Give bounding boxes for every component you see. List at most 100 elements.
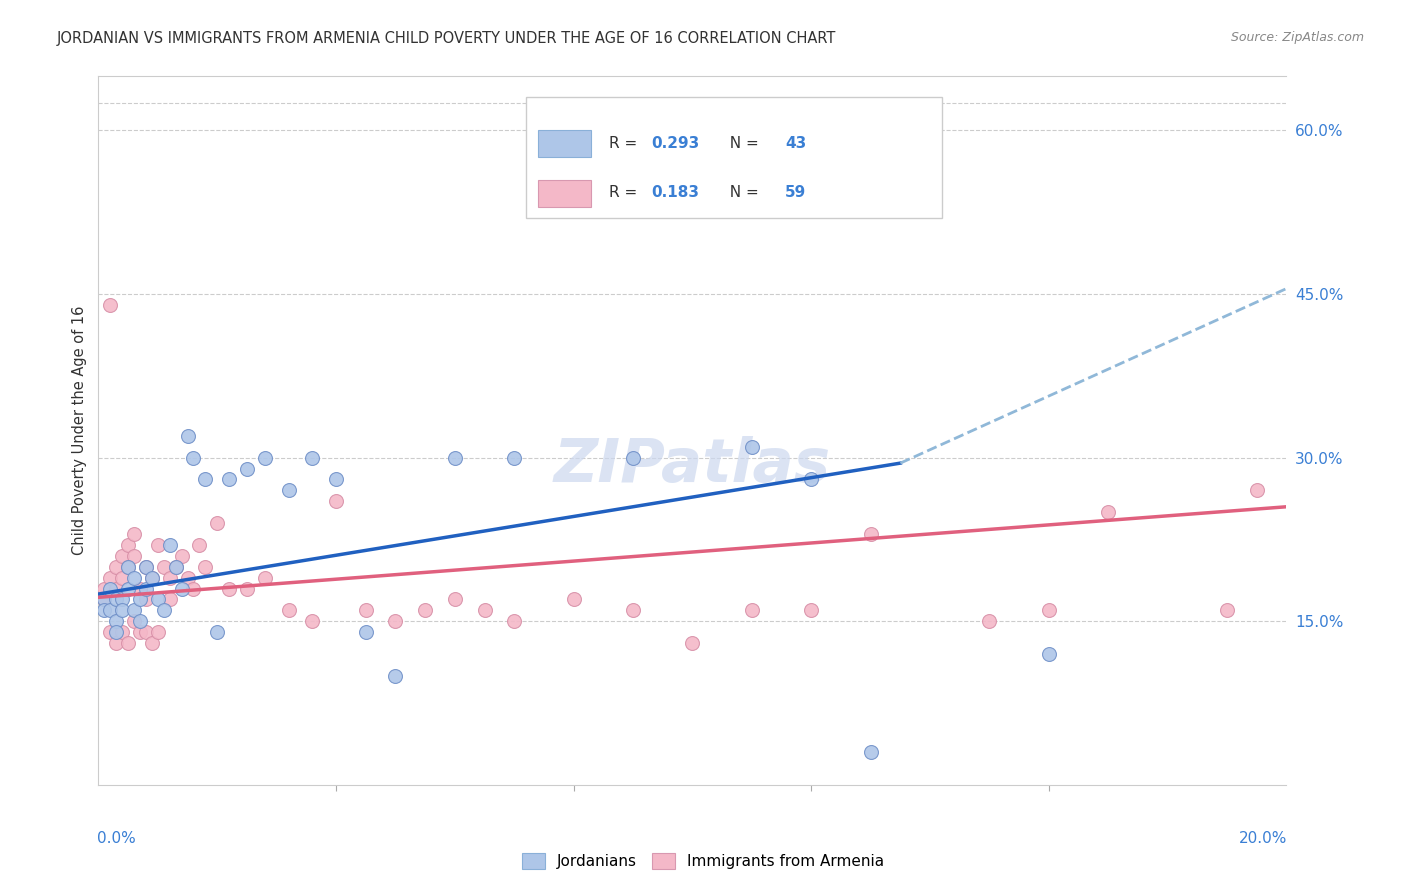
Point xyxy=(218,473,240,487)
Point xyxy=(979,615,1001,629)
Text: R =: R = xyxy=(609,186,643,201)
Point xyxy=(384,669,406,683)
Point xyxy=(98,625,121,640)
Point xyxy=(93,592,115,607)
Point xyxy=(105,559,128,574)
Point xyxy=(93,582,115,596)
Point xyxy=(183,582,205,596)
Point xyxy=(129,592,152,607)
Text: N =: N = xyxy=(720,186,763,201)
Text: Source: ZipAtlas.com: Source: ZipAtlas.com xyxy=(1230,31,1364,45)
Point xyxy=(176,571,198,585)
Point xyxy=(111,625,134,640)
Point xyxy=(194,473,217,487)
Point xyxy=(159,538,181,552)
Point xyxy=(98,603,121,617)
Point xyxy=(111,592,134,607)
Point xyxy=(129,615,152,629)
Point xyxy=(111,603,134,617)
Point xyxy=(562,592,585,607)
Text: JORDANIAN VS IMMIGRANTS FROM ARMENIA CHILD POVERTY UNDER THE AGE OF 16 CORRELATI: JORDANIAN VS IMMIGRANTS FROM ARMENIA CHI… xyxy=(56,31,835,46)
Point xyxy=(129,625,152,640)
Point xyxy=(152,603,174,617)
Point xyxy=(105,582,128,596)
Point xyxy=(141,571,163,585)
FancyBboxPatch shape xyxy=(526,97,942,218)
Point xyxy=(135,625,157,640)
Point xyxy=(800,603,823,617)
Text: ZIPatlas: ZIPatlas xyxy=(554,436,831,495)
Point xyxy=(301,615,323,629)
Point xyxy=(146,592,169,607)
Point xyxy=(122,549,145,563)
Point xyxy=(122,571,145,585)
Point xyxy=(1246,483,1268,498)
Point xyxy=(384,615,406,629)
Point xyxy=(111,571,134,585)
Point xyxy=(98,571,121,585)
Point xyxy=(236,461,259,475)
Text: 0.183: 0.183 xyxy=(651,186,699,201)
Point xyxy=(117,538,139,552)
Y-axis label: Child Poverty Under the Age of 16: Child Poverty Under the Age of 16 xyxy=(72,306,87,555)
Point xyxy=(117,559,139,574)
Point xyxy=(1038,603,1060,617)
Text: 20.0%: 20.0% xyxy=(1239,831,1288,846)
Point xyxy=(170,549,193,563)
Point xyxy=(176,429,198,443)
Point xyxy=(141,636,163,650)
Point xyxy=(122,527,145,541)
Point xyxy=(859,745,882,759)
Point xyxy=(93,592,115,607)
Point xyxy=(159,571,181,585)
Point xyxy=(117,636,139,650)
Point xyxy=(93,603,115,617)
Point xyxy=(135,582,157,596)
Point xyxy=(135,559,157,574)
Point xyxy=(165,559,187,574)
Point xyxy=(741,440,763,454)
Point xyxy=(146,538,169,552)
Point xyxy=(741,603,763,617)
Point xyxy=(105,636,128,650)
Bar xyxy=(538,180,592,207)
Point xyxy=(621,603,644,617)
Point xyxy=(207,625,229,640)
Point xyxy=(503,615,526,629)
Point xyxy=(301,450,323,465)
Text: 43: 43 xyxy=(785,136,807,151)
Text: 0.293: 0.293 xyxy=(651,136,699,151)
Text: 59: 59 xyxy=(785,186,807,201)
Point xyxy=(152,559,174,574)
Point xyxy=(325,494,347,508)
Point xyxy=(183,450,205,465)
Point xyxy=(135,592,157,607)
Point xyxy=(1038,647,1060,661)
Point xyxy=(207,516,229,530)
Point xyxy=(129,582,152,596)
Point xyxy=(443,450,465,465)
Point xyxy=(135,559,157,574)
Point xyxy=(621,450,644,465)
Text: R =: R = xyxy=(609,136,643,151)
Point xyxy=(111,549,134,563)
Point xyxy=(503,450,526,465)
Point xyxy=(122,615,145,629)
Point xyxy=(105,615,128,629)
Point xyxy=(159,592,181,607)
Point xyxy=(117,559,139,574)
Point xyxy=(236,582,259,596)
Point xyxy=(98,298,121,312)
Point xyxy=(117,582,139,596)
Point xyxy=(253,571,276,585)
Point xyxy=(194,559,217,574)
Point xyxy=(682,636,704,650)
Point xyxy=(325,473,347,487)
Point xyxy=(122,603,145,617)
Point xyxy=(218,582,240,596)
Point xyxy=(105,592,128,607)
Point xyxy=(253,450,276,465)
Point xyxy=(1216,603,1239,617)
Point xyxy=(141,571,163,585)
Bar xyxy=(538,130,592,157)
